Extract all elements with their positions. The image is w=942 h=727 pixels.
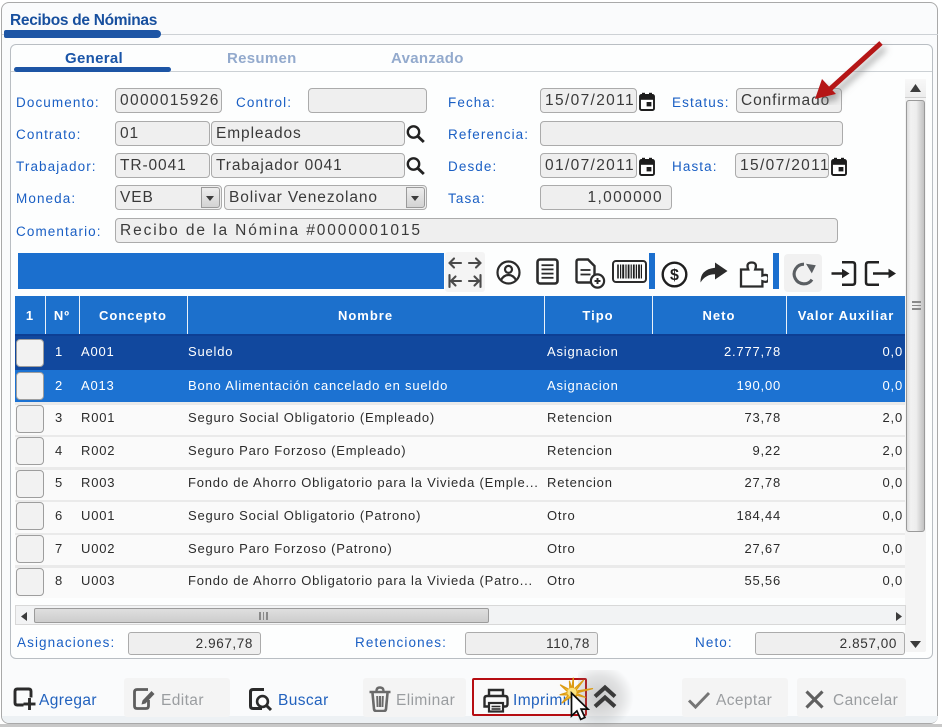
svg-text:$: $ <box>670 267 679 284</box>
